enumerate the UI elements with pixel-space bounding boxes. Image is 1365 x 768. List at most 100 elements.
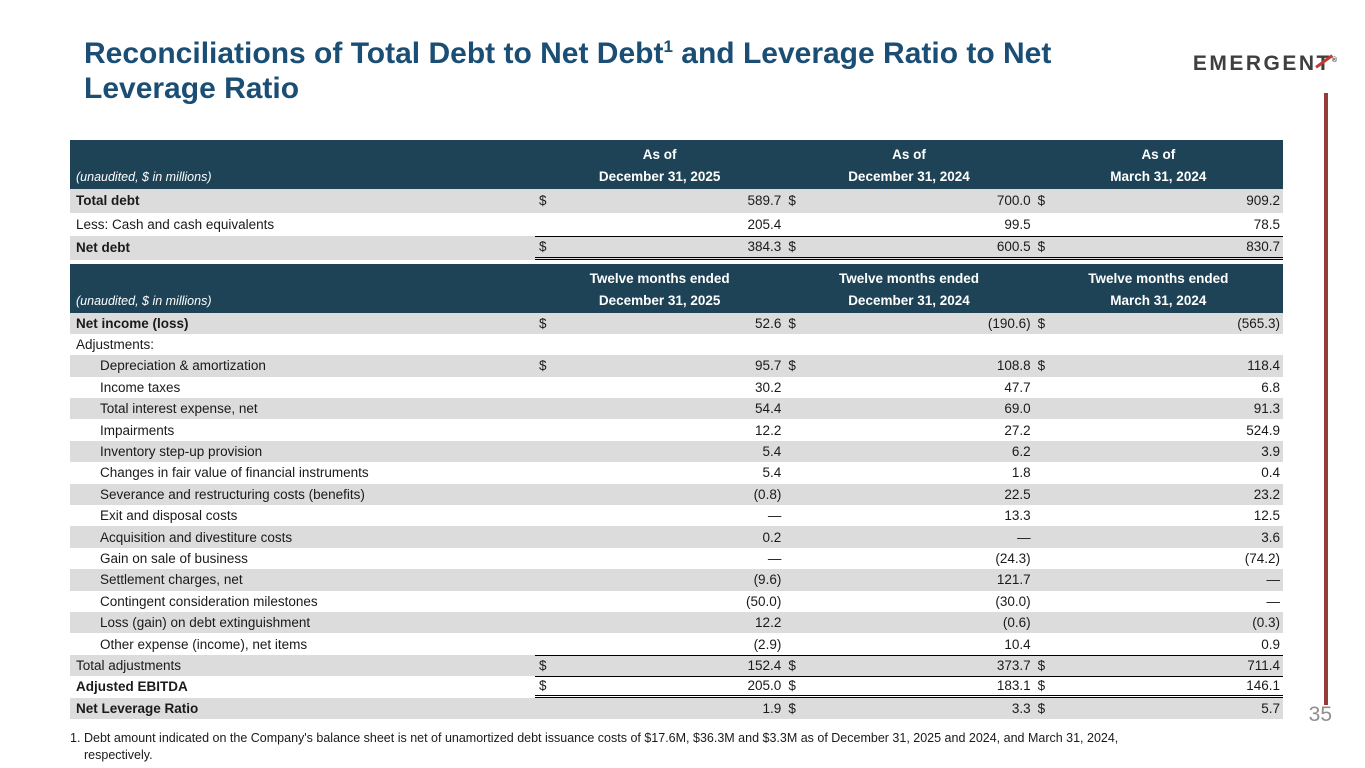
row-label: Other expense (income), net items [100,636,308,652]
value-cell: 5.4 [762,465,782,481]
row-total-adjustments: Total adjustments $152.4 $373.7 $711.4 [70,654,1283,677]
logo-t-with-red-slash-icon: T [1316,52,1332,75]
value-cell: 22.5 [1004,486,1031,502]
row-label: Loss (gain) on debt extinguishment [100,615,311,631]
row-adjustments-header: Adjustments: [70,334,1283,355]
value-cell: (9.6) [753,572,782,588]
value-cell: 108.8 [996,358,1031,374]
row-label: Settlement charges, net [100,572,243,588]
row-total-debt: Total debt $589.7 $700.0 $909.2 [70,189,1283,213]
value-cell: 23.2 [1253,486,1280,502]
dollar-sign: $ [539,678,547,694]
value-cell: 0.2 [762,529,782,545]
value-cell: 0.9 [1261,636,1280,652]
row-label: Total debt [76,193,140,209]
value-cell: 205.0 [747,678,782,694]
dollar-sign: $ [539,658,547,674]
value-cell: 6.8 [1261,379,1280,395]
value-cell: 146.1 [1246,678,1280,694]
footnote-marker: 1. [70,731,81,745]
dollar-sign: $ [788,315,796,331]
row-depreciation: Depreciation & amortization $95.7 $108.8 $… [70,355,1283,377]
row-label: Exit and disposal costs [100,508,238,524]
column-header-mar-2024: As of March 31, 2024 [1034,140,1283,189]
value-cell: — [1266,593,1280,609]
row-label: Less: Cash and cash equivalents [76,216,275,232]
row-label: Total interest expense, net [100,401,258,417]
title-footnote-superscript: 1 [663,37,673,56]
title-text-cont: and Leverage Ratio to Net [672,37,1052,70]
row-label: Adjustments: [76,337,155,353]
column-header-line1: As of [1141,147,1176,162]
registered-trademark-icon: ® [1331,57,1337,64]
title-text: Reconciliations of Total Debt to Net Deb… [84,37,664,70]
value-cell: 524.9 [1246,422,1280,438]
dollar-sign: $ [539,315,547,331]
unaudited-label: (unaudited, $ in millions) [76,293,212,308]
value-cell: 69.0 [1004,401,1031,417]
row-values: 1.9 $3.3 $5.7 [535,698,1283,719]
value-cell: 183.1 [996,678,1031,694]
value-cell: (0.6) [1002,615,1031,631]
value-cell: (0.8) [753,486,782,502]
value-cell: 47.7 [1004,379,1031,395]
row-net-debt: Net debt $384.3 $600.5 $830.7 [70,236,1283,260]
value-cell: 5.7 [1261,700,1280,716]
column-header-line2: December 31, 2024 [848,292,970,308]
row-values [535,334,1283,355]
value-cell: (24.3) [995,550,1031,566]
value-cell: 152.4 [747,658,782,674]
row-values: $205.0 $183.1 $146.1 [535,676,1283,698]
value-cell: 95.7 [755,358,782,374]
value-cell: 118.4 [1247,358,1280,374]
column-header-ttm-dec-2025: Twelve months ended December 31, 2025 [535,264,784,313]
row-severance-restructuring: Severance and restructuring costs (benef… [70,483,1283,506]
dollar-sign: $ [788,239,796,255]
dollar-sign: $ [1037,193,1046,209]
dollar-sign: $ [788,678,796,694]
emergent-logo: EMERGENT® [1193,52,1337,76]
dollar-sign: $ [539,193,547,209]
dollar-sign: $ [539,239,547,255]
column-header-dec-2025: As of December 31, 2025 [535,140,784,189]
value-cell: (30.0) [995,593,1031,609]
accent-rule [1324,93,1328,705]
dollar-sign: $ [788,700,796,716]
value-cell: 52.6 [755,315,782,331]
row-values: (2.9) 10.4 0.9 [535,633,1283,654]
value-cell: 384.3 [747,239,782,255]
column-header-line2: December 31, 2024 [848,169,970,184]
value-cell: 711.4 [1247,658,1280,674]
row-debt-extinguishment: Loss (gain) on debt extinguishment 12.2 (… [70,611,1283,634]
table-net-debt: (unaudited, $ in millions) As of Decembe… [70,140,1283,260]
row-label: Net Leverage Ratio [76,700,199,716]
row-income-taxes: Income taxes 30.2 47.7 6.8 [70,377,1283,398]
value-cell: 5.4 [762,444,782,460]
row-label: Income taxes [100,379,181,395]
value-cell: 1.9 [762,700,782,716]
value-cell: 10.4 [1004,636,1031,652]
table-leverage-ratio: (unaudited, $ in millions) Twelve months… [70,263,1283,719]
column-header-line1: As of [892,147,926,162]
value-cell: (190.6) [987,315,1031,331]
value-cell: 1.8 [1011,465,1031,481]
row-net-income: Net income (loss) $52.6 $ (190.6) $ (565.3) [70,312,1283,334]
column-header-dec-2024: As of December 31, 2024 [784,140,1033,189]
page-number: 35 [1308,703,1332,726]
value-cell: 830.7 [1246,239,1280,255]
title-line1: Reconciliations of Total Debt to Net Deb… [84,37,1051,70]
row-other-expense: Other expense (income), net items (2.9) 1… [70,633,1283,654]
row-values: (50.0) (30.0) — [535,591,1283,612]
reconciliation-tables: (unaudited, $ in millions) As of Decembe… [70,140,1283,719]
column-header-line1: As of [642,147,677,162]
table1-header: (unaudited, $ in millions) As of Decembe… [70,140,1283,189]
footnote: 1. Debt amount indicated on the Company'… [70,730,1260,764]
row-values: (9.6) 121.7 — [535,569,1283,590]
footnote-text: Debt amount indicated on the Company's b… [84,730,1118,764]
column-header-line1: Twelve months ended [1088,270,1229,286]
row-values: — (24.3) (74.2) [535,548,1283,569]
value-cell: 121.7 [996,572,1031,588]
value-cell: (0.3) [1252,615,1280,631]
dollar-sign: $ [1037,700,1046,716]
row-values: 12.2 27.2 524.9 [535,419,1283,440]
